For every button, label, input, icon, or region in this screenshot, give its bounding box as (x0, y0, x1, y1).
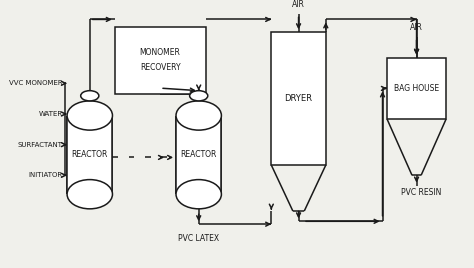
Text: SURFACTANT: SURFACTANT (18, 142, 63, 148)
Ellipse shape (67, 180, 112, 209)
Bar (271, 32, 326, 165)
Text: PVC LATEX: PVC LATEX (178, 234, 219, 243)
Text: MONOMER: MONOMER (140, 48, 181, 57)
Text: REACTOR: REACTOR (181, 150, 217, 159)
Ellipse shape (176, 180, 221, 209)
Circle shape (81, 91, 99, 101)
Bar (67, 116, 112, 194)
Text: INITIATOR: INITIATOR (28, 172, 63, 178)
Bar (115, 27, 206, 94)
Ellipse shape (176, 101, 221, 130)
Text: AIR: AIR (292, 0, 305, 9)
Bar (387, 58, 446, 119)
Text: BAG HOUSE: BAG HOUSE (394, 84, 439, 93)
Text: REACTOR: REACTOR (72, 150, 108, 159)
Bar (176, 116, 221, 194)
Ellipse shape (67, 101, 112, 130)
Text: WATER: WATER (38, 111, 63, 117)
Text: VVC MONOMER: VVC MONOMER (9, 80, 63, 86)
Text: AIR: AIR (410, 23, 423, 32)
Circle shape (190, 91, 208, 101)
Text: RECOVERY: RECOVERY (140, 64, 181, 72)
Text: PVC RESIN: PVC RESIN (401, 188, 441, 197)
Text: DRYER: DRYER (284, 94, 312, 103)
